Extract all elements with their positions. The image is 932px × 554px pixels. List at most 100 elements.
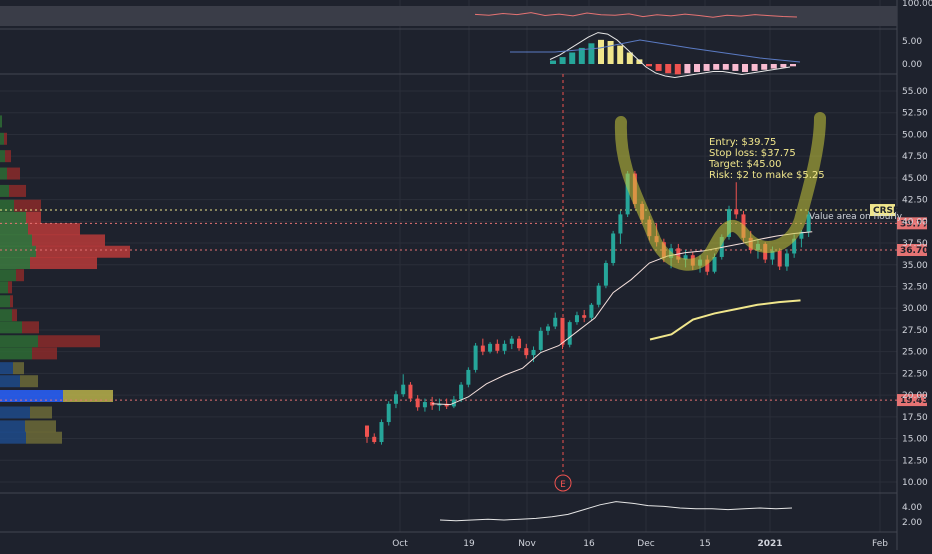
profile-bar-green [0, 211, 26, 224]
profile-bar-red [63, 389, 113, 402]
profile-bar-green [0, 167, 7, 180]
macd-bar [607, 41, 614, 64]
price-tick-label: 27.50 [902, 326, 928, 336]
candle-body [365, 425, 369, 437]
price-tick-label: 50.00 [902, 130, 928, 140]
profile-bar-green [0, 184, 9, 197]
profile-bar-red [32, 347, 57, 360]
candle-body [538, 330, 543, 350]
candle-body [473, 345, 478, 370]
price-tick-label: 17.50 [902, 413, 928, 423]
profile-bar-red [13, 362, 24, 375]
rsi-tick-label: 100.00 [902, 0, 932, 9]
profile-bar-red [28, 223, 80, 236]
candle-body [596, 285, 601, 305]
candle-body [509, 338, 514, 344]
x-tick-label: Nov [518, 539, 536, 549]
candle-body [734, 209, 739, 215]
x-tick-label: 19 [463, 539, 475, 549]
candle-body [408, 384, 413, 399]
price-tick-label: 40.00 [902, 217, 928, 227]
candle-body [567, 322, 572, 345]
x-tick-label: 2021 [757, 539, 782, 549]
profile-bar-red [4, 132, 7, 145]
profile-bar-green [0, 347, 32, 360]
candle-body [379, 422, 384, 443]
long-ma-line [649, 299, 801, 341]
profile-bar-green [0, 420, 25, 433]
price-tick-label: 20.00 [902, 391, 928, 401]
candle-body [517, 338, 522, 349]
macd-bar [636, 59, 643, 64]
rsi-line [474, 12, 798, 18]
candle-body [625, 173, 630, 215]
candle-body [386, 403, 391, 423]
x-tick-label: 16 [583, 539, 595, 549]
profile-bar-green [0, 223, 28, 236]
signal-line [510, 39, 801, 63]
candle-body [437, 403, 442, 406]
candle-body [611, 233, 616, 264]
profile-bar-red [16, 269, 24, 282]
macd-bar [588, 43, 595, 64]
candle-body [524, 348, 529, 356]
price-tick-label: 10.00 [902, 478, 928, 488]
level-label: 19.43 [900, 396, 928, 406]
candle-body [466, 369, 471, 385]
earnings-marker [554, 474, 572, 492]
macd-bar [559, 57, 566, 64]
profile-bar-red [8, 281, 12, 294]
macd-bar [751, 64, 758, 71]
profile-bar-red [9, 184, 26, 197]
annotation-line-2: Target: $45.00 [708, 159, 781, 170]
candle-body [618, 214, 623, 234]
candle-body [712, 256, 717, 272]
level-badge [870, 204, 895, 217]
profile-bar-red [12, 309, 17, 322]
candle-body [560, 317, 565, 345]
profile-bar-red [20, 375, 38, 388]
candle-body [488, 343, 493, 352]
profile-bar-green [0, 132, 4, 145]
candle-body [495, 343, 500, 351]
candle-body [603, 263, 608, 286]
level-badge [897, 394, 927, 407]
macd-bar [780, 64, 787, 68]
profile-bar-green [0, 269, 16, 282]
level-label: CRSR [873, 206, 900, 216]
macd-bar [770, 64, 777, 69]
profile-bar-green [0, 406, 30, 419]
candle-body [574, 315, 579, 323]
volume-tick-label: 4.00 [902, 503, 922, 513]
macd-bar [732, 64, 739, 71]
macd-bar [617, 45, 624, 64]
annotation-line-0: Entry: $39.75 [709, 137, 776, 148]
x-tick-label: Oct [392, 539, 408, 549]
profile-bar-red [14, 199, 41, 212]
profile-bar-red [22, 321, 39, 334]
candle-body [589, 304, 594, 318]
profile-bar-red [26, 431, 62, 444]
macd-bar [655, 64, 662, 71]
profile-bar-red [5, 150, 11, 163]
profile-bar-red [30, 406, 52, 419]
candle-body [784, 253, 789, 267]
price-tick-label: 55.00 [902, 87, 928, 97]
cup-and-handle-highlight [614, 112, 826, 271]
rsi-band [0, 6, 897, 26]
candle-body [770, 250, 775, 260]
profile-bar-red [32, 234, 105, 247]
annotation-line-1: Stop loss: $37.75 [709, 148, 796, 159]
level-label: 36.70 [900, 246, 928, 256]
profile-bar-green [0, 245, 36, 258]
macd-bar [569, 52, 576, 64]
price-tick-label: 32.50 [902, 283, 928, 293]
profile-bar-green [0, 115, 2, 128]
candle-body [372, 436, 377, 443]
price-tick-label: 30.00 [902, 304, 928, 314]
macd-bar [550, 60, 556, 64]
macd-bar [713, 64, 720, 70]
level-badge [897, 244, 927, 257]
price-tick-label: 45.00 [902, 174, 928, 184]
candle-body [553, 317, 558, 327]
